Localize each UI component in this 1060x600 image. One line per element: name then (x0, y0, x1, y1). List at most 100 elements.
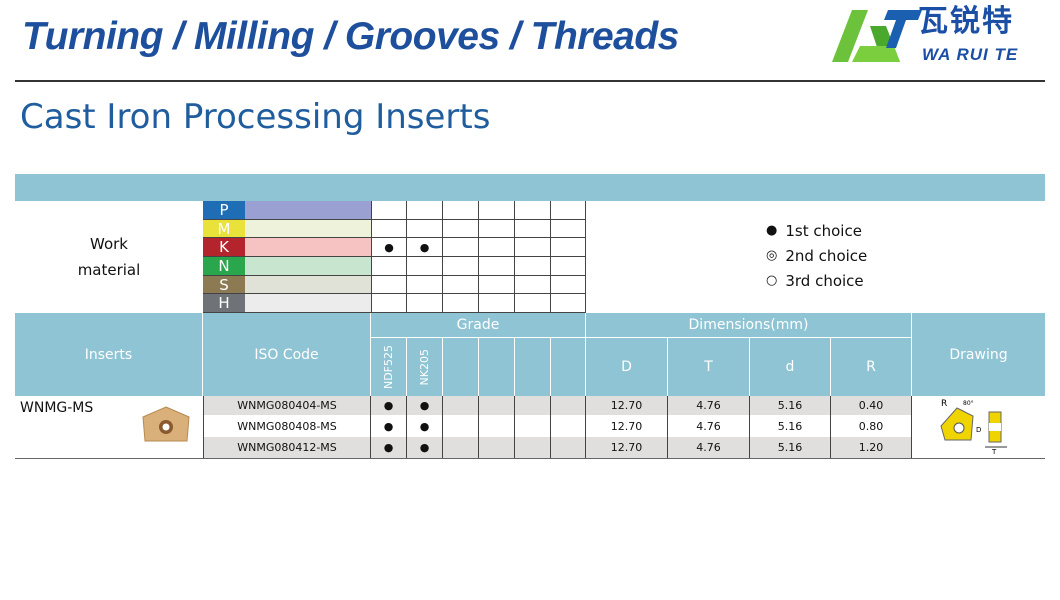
material-grade-cell (551, 201, 586, 220)
work-material-label: Work material (15, 201, 203, 313)
header-grade-col (515, 338, 551, 396)
table-row-iso-code: WNMG080412-MS (203, 437, 371, 458)
logo-chinese-text: 瓦锐特 (918, 4, 1014, 39)
legend-label: 2nd choice (785, 247, 868, 265)
legend-item: ◎ 2nd choice (766, 246, 867, 266)
table-row-iso-code: WNMG080404-MS (203, 396, 371, 415)
grade-mark-cell (443, 415, 479, 437)
header-iso-code: ISO Code (203, 313, 371, 396)
legend-label: 3rd choice (785, 272, 864, 290)
material-grade-cell (443, 201, 479, 220)
insert-image-icon (136, 404, 196, 446)
header-dim-R: R (831, 338, 912, 396)
material-grade-cell (371, 220, 407, 238)
dim-d-cell: 5.16 (750, 396, 831, 415)
material-grade-cell (515, 238, 551, 257)
material-grade-cell (551, 276, 586, 294)
header-drawing: Drawing (949, 346, 1008, 363)
grade-mark-cell: ● (407, 437, 443, 458)
grade-mark-cell: ● (371, 415, 407, 437)
grade-mark-cell (515, 437, 551, 458)
grade-mark-cell (479, 396, 515, 415)
material-grade-cell (515, 276, 551, 294)
header-dimensions: Dimensions(mm) (586, 313, 912, 338)
material-grade-cell (479, 201, 515, 220)
material-grade-cell (407, 257, 443, 276)
material-letter-H: H (203, 294, 245, 313)
material-bar-M (245, 220, 371, 238)
table-row-iso-code: WNMG080408-MS (203, 415, 371, 437)
header-grade-col: NK205 (407, 338, 443, 396)
top-band (15, 174, 1045, 201)
material-grade-cell (407, 201, 443, 220)
material-letter-S: S (203, 276, 245, 294)
material-grade-cell (371, 201, 407, 220)
drawing-d-label: D (976, 426, 981, 434)
material-grade-cell (551, 294, 586, 313)
dim-D-cell: 12.70 (586, 396, 668, 415)
material-letter-M: M (203, 220, 245, 238)
choice-marker-icon: ○ (766, 273, 778, 288)
material-grade-cell (443, 294, 479, 313)
material-grade-cell (371, 276, 407, 294)
dim-R-cell: 1.20 (831, 437, 912, 458)
material-letter-K: K (203, 238, 245, 257)
grade-name: NDF525 (382, 344, 395, 390)
header-grade-col: NDF525 (371, 338, 407, 396)
material-grade-cell (443, 276, 479, 294)
grade-mark-cell (515, 415, 551, 437)
dim-D-cell: 12.70 (586, 437, 668, 458)
work-material-label-line: material (77, 261, 141, 279)
material-grade-cell (443, 220, 479, 238)
insert-name: WNMG-MS (20, 400, 94, 416)
grade-mark-cell (479, 415, 515, 437)
material-grade-cell (407, 294, 443, 313)
material-bar-N (245, 257, 371, 276)
header-grade-col (551, 338, 586, 396)
material-grade-cell (443, 238, 479, 257)
grade-mark-cell: ● (407, 415, 443, 437)
material-grade-cell (443, 257, 479, 276)
grade-mark-cell (479, 437, 515, 458)
insert-drawing-icon: R 80° D T (915, 396, 1043, 458)
material-grade-cell (371, 257, 407, 276)
material-bar-K (245, 238, 371, 257)
drawing-t-label: T (991, 448, 997, 456)
dim-T-cell: 4.76 (668, 396, 750, 415)
header-dim-D: D (586, 338, 668, 396)
header-dim-d: d (750, 338, 831, 396)
grade-mark-cell (551, 437, 586, 458)
grade-mark-cell (515, 396, 551, 415)
choice-marker-icon: ● (766, 223, 778, 238)
legend-item: ○ 3rd choice (766, 271, 864, 291)
material-grade-cell (479, 257, 515, 276)
dim-T-cell: 4.76 (668, 415, 750, 437)
material-grade-cell (407, 276, 443, 294)
grade-mark-cell (443, 396, 479, 415)
material-grade-cell (551, 238, 586, 257)
material-grade-cell (479, 220, 515, 238)
grade-mark-cell: ● (407, 396, 443, 415)
choice-marker-icon: ◎ (766, 248, 778, 263)
dim-D-cell: 12.70 (586, 415, 668, 437)
banner-title: Turning / Milling / Grooves / Threads (22, 15, 679, 58)
header-grade: Grade (371, 313, 586, 338)
dim-T-cell: 4.76 (668, 437, 750, 458)
material-bar-S (245, 276, 371, 294)
grade-mark-cell (443, 437, 479, 458)
header-divider (15, 80, 1045, 82)
grade-mark-cell (551, 396, 586, 415)
material-letter-N: N (203, 257, 245, 276)
grade-name: NK205 (418, 348, 431, 386)
material-grade-cell: ● (407, 238, 443, 257)
header-grade-col (443, 338, 479, 396)
work-material-label-line: Work (90, 235, 128, 253)
material-grade-cell (371, 294, 407, 313)
dim-R-cell: 0.80 (831, 415, 912, 437)
material-bar-H (245, 294, 371, 313)
material-grade-cell (515, 201, 551, 220)
material-grade-cell (479, 276, 515, 294)
table-bottom-line (15, 458, 1045, 459)
material-letter-P: P (203, 201, 245, 220)
